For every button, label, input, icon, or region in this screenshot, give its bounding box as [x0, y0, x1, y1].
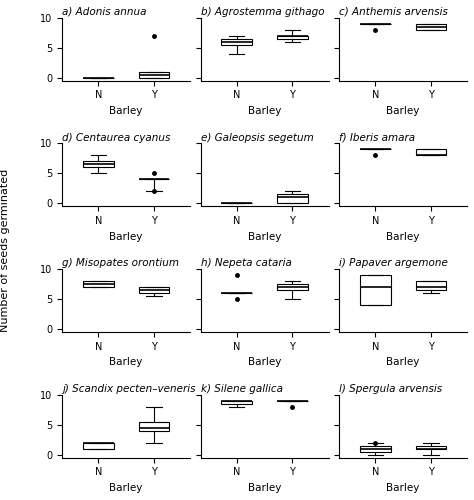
Text: d) Centaurea cyanus: d) Centaurea cyanus — [62, 132, 171, 142]
PathPatch shape — [277, 36, 308, 38]
Text: b) Agrostemma githago: b) Agrostemma githago — [201, 7, 324, 17]
PathPatch shape — [83, 281, 114, 287]
PathPatch shape — [277, 284, 308, 290]
PathPatch shape — [221, 401, 252, 404]
PathPatch shape — [83, 443, 114, 449]
PathPatch shape — [360, 275, 391, 305]
Text: e) Galeopsis segetum: e) Galeopsis segetum — [201, 132, 313, 142]
X-axis label: Barley: Barley — [248, 232, 281, 241]
Text: j) Scandix pecten–veneris: j) Scandix pecten–veneris — [62, 384, 196, 394]
Text: f) Iberis amara: f) Iberis amara — [339, 132, 415, 142]
X-axis label: Barley: Barley — [109, 232, 143, 241]
X-axis label: Barley: Barley — [248, 483, 281, 493]
Text: h) Nepeta cataria: h) Nepeta cataria — [201, 258, 292, 268]
Text: Number of seeds germinated: Number of seeds germinated — [0, 168, 10, 332]
Text: a) Adonis annua: a) Adonis annua — [62, 7, 146, 17]
PathPatch shape — [138, 422, 169, 431]
PathPatch shape — [416, 446, 446, 449]
PathPatch shape — [416, 281, 446, 290]
X-axis label: Barley: Barley — [109, 106, 143, 116]
PathPatch shape — [277, 194, 308, 203]
PathPatch shape — [416, 24, 446, 30]
X-axis label: Barley: Barley — [248, 106, 281, 116]
PathPatch shape — [416, 150, 446, 156]
X-axis label: Barley: Barley — [248, 358, 281, 368]
X-axis label: Barley: Barley — [386, 232, 419, 241]
X-axis label: Barley: Barley — [386, 483, 419, 493]
Text: i) Papaver argemone: i) Papaver argemone — [339, 258, 448, 268]
Text: g) Misopates orontium: g) Misopates orontium — [62, 258, 179, 268]
PathPatch shape — [138, 287, 169, 293]
PathPatch shape — [221, 38, 252, 44]
X-axis label: Barley: Barley — [109, 358, 143, 368]
Text: l) Spergula arvensis: l) Spergula arvensis — [339, 384, 442, 394]
PathPatch shape — [83, 162, 114, 168]
X-axis label: Barley: Barley — [386, 358, 419, 368]
Text: k) Silene gallica: k) Silene gallica — [201, 384, 283, 394]
Text: c) Anthemis arvensis: c) Anthemis arvensis — [339, 7, 448, 17]
PathPatch shape — [360, 446, 391, 452]
X-axis label: Barley: Barley — [386, 106, 419, 116]
X-axis label: Barley: Barley — [109, 483, 143, 493]
PathPatch shape — [138, 72, 169, 78]
